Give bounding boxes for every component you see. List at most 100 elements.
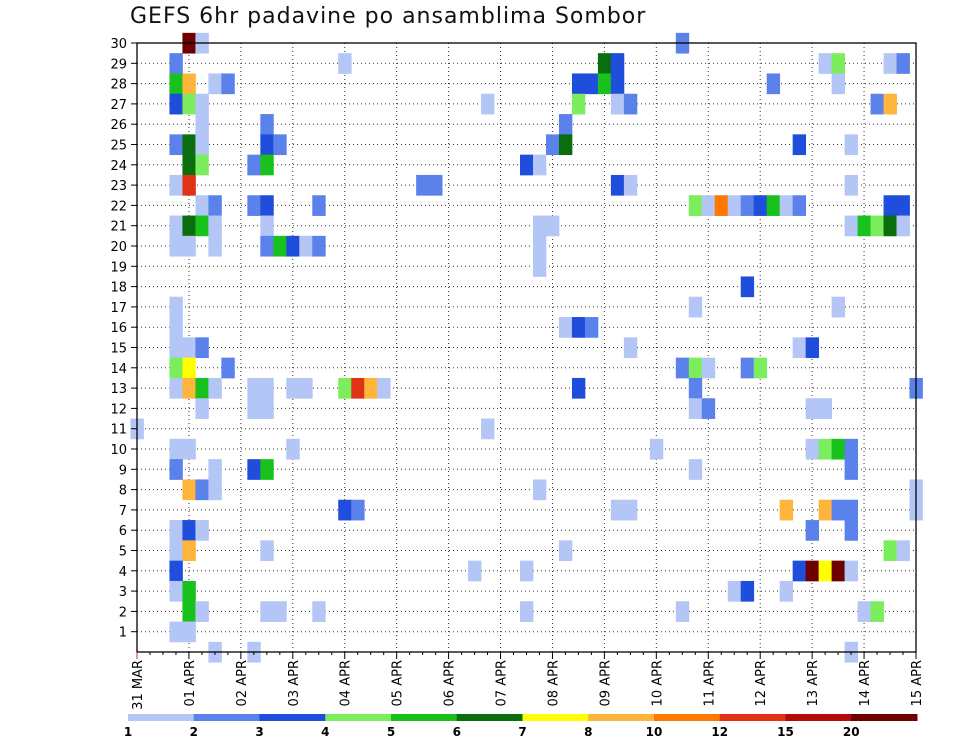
heat-cell xyxy=(701,195,716,216)
heat-cell xyxy=(182,540,196,562)
y-tick-label: 17 xyxy=(110,301,127,316)
heat-cell xyxy=(260,601,274,622)
heat-cell xyxy=(195,93,209,115)
heat-cell xyxy=(883,540,897,562)
legend-swatch xyxy=(719,714,786,721)
heat-cell xyxy=(831,296,845,318)
heat-cell xyxy=(169,438,183,460)
heat-cell xyxy=(857,601,871,622)
heat-cell xyxy=(195,601,209,622)
heat-cell xyxy=(571,73,586,95)
heat-cell xyxy=(169,235,183,257)
legend-label: 3 xyxy=(255,725,263,739)
heat-cell xyxy=(831,53,845,74)
heat-cell xyxy=(182,580,196,602)
heat-cell xyxy=(831,73,845,95)
heat-cell xyxy=(377,377,391,399)
heat-cell xyxy=(195,337,209,359)
heat-cell xyxy=(247,195,261,216)
heat-cell xyxy=(208,195,222,216)
heat-cell xyxy=(208,215,222,237)
heat-cell xyxy=(610,174,625,196)
x-tick-label: 14 APR xyxy=(858,660,873,706)
heat-cell xyxy=(896,540,910,562)
heat-cell xyxy=(364,377,378,399)
heat-cell xyxy=(766,73,781,95)
heat-cell xyxy=(701,398,716,419)
heat-cell xyxy=(779,499,794,521)
heat-cell xyxy=(351,499,365,521)
heat-cell xyxy=(169,215,183,237)
heat-cell xyxy=(520,154,534,176)
heat-cell xyxy=(182,215,196,237)
y-tick-label: 4 xyxy=(119,565,127,580)
heat-cell xyxy=(182,479,196,501)
y-tick-label: 18 xyxy=(110,281,127,296)
heat-cell xyxy=(844,215,858,237)
legend-swatch xyxy=(325,714,392,721)
x-tick-label: 12 APR xyxy=(754,660,769,706)
y-tick-label: 19 xyxy=(110,260,127,275)
heat-cell xyxy=(610,53,625,74)
y-tick-label: 13 xyxy=(110,382,127,397)
heat-cell xyxy=(169,93,183,115)
y-tick-label: 5 xyxy=(119,545,127,560)
y-tick-label: 16 xyxy=(110,321,127,336)
x-tick-label: 31 MAR xyxy=(131,660,146,710)
x-tick-label: 08 APR xyxy=(546,660,561,706)
heat-cell xyxy=(260,215,274,237)
legend-label: 7 xyxy=(518,725,526,739)
heat-cell xyxy=(208,479,222,501)
heat-cell xyxy=(195,134,209,156)
heat-cell xyxy=(520,560,534,582)
heat-cell xyxy=(273,134,287,156)
heat-cell xyxy=(870,93,884,115)
heat-cell xyxy=(195,479,209,501)
x-tick-label: 09 APR xyxy=(598,660,613,706)
y-tick-label: 14 xyxy=(110,362,127,377)
legend-swatch xyxy=(522,714,589,721)
heat-cell xyxy=(260,540,274,562)
heat-cell xyxy=(558,540,573,562)
heat-cell xyxy=(870,215,884,237)
heat-cell xyxy=(896,215,910,237)
heat-cell xyxy=(351,377,365,399)
y-tick-label: 23 xyxy=(110,179,127,194)
heat-cell xyxy=(675,601,690,622)
heat-cell xyxy=(610,499,625,521)
heat-cell xyxy=(286,235,300,257)
heat-cell xyxy=(883,93,897,115)
heat-cell xyxy=(260,154,274,176)
heat-cell xyxy=(831,438,845,460)
legend-label: 4 xyxy=(321,725,329,739)
heat-cell xyxy=(247,377,261,399)
y-tick-label: 7 xyxy=(119,504,127,519)
heat-cell xyxy=(818,53,833,74)
heat-cell xyxy=(727,580,742,602)
heat-cell xyxy=(792,337,807,359)
legend-swatch xyxy=(785,714,852,721)
heat-cell xyxy=(740,580,755,602)
legend-label: 12 xyxy=(711,725,728,739)
y-tick-label: 11 xyxy=(110,423,127,438)
heat-cell xyxy=(740,357,755,379)
heat-cell xyxy=(169,174,183,196)
x-tick-label: 05 APR xyxy=(391,660,406,706)
x-tick-label: 02 APR xyxy=(235,660,250,706)
x-tick-label: 06 APR xyxy=(443,660,458,706)
heat-cell xyxy=(169,560,183,582)
heat-cell xyxy=(740,276,755,298)
x-tick-label: 15 APR xyxy=(910,660,925,706)
heat-cell xyxy=(221,357,235,379)
heat-cell xyxy=(247,154,261,176)
y-tick-label: 27 xyxy=(110,98,127,113)
heat-cell xyxy=(312,195,326,216)
heat-cell xyxy=(312,235,326,257)
heat-cell xyxy=(883,215,897,237)
heat-cell xyxy=(688,459,703,480)
heat-cell xyxy=(766,195,781,216)
legend-swatch xyxy=(259,714,326,721)
x-tick-label: 10 APR xyxy=(650,660,665,706)
heat-cell xyxy=(169,357,183,379)
heat-cell xyxy=(792,560,807,582)
